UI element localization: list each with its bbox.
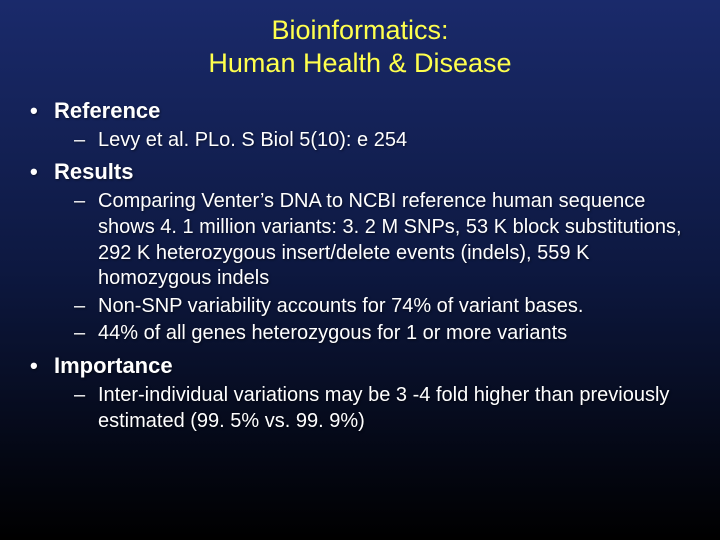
section-results: Results Comparing Venter’s DNA to NCBI r… xyxy=(22,159,698,347)
slide-title: Bioinformatics: Human Health & Disease xyxy=(22,14,698,80)
section-reference: Reference Levy et al. PLo. S Biol 5(10):… xyxy=(22,98,698,154)
section-heading-importance: Importance xyxy=(22,353,698,379)
list-item: Comparing Venter’s DNA to NCBI reference… xyxy=(80,189,698,291)
section-heading-reference: Reference xyxy=(22,98,698,124)
section-heading-results: Results xyxy=(22,159,698,185)
title-line-2: Human Health & Disease xyxy=(208,48,511,78)
list-item: Levy et al. PLo. S Biol 5(10): e 254 xyxy=(80,128,698,154)
section-items-results: Comparing Venter’s DNA to NCBI reference… xyxy=(22,189,698,347)
section-importance: Importance Inter-individual variations m… xyxy=(22,353,698,434)
section-items-reference: Levy et al. PLo. S Biol 5(10): e 254 xyxy=(22,128,698,154)
section-items-importance: Inter-individual variations may be 3 -4 … xyxy=(22,383,698,434)
title-line-1: Bioinformatics: xyxy=(271,15,448,45)
list-item: 44% of all genes heterozygous for 1 or m… xyxy=(80,321,698,347)
list-item: Inter-individual variations may be 3 -4 … xyxy=(80,383,698,434)
list-item: Non-SNP variability accounts for 74% of … xyxy=(80,294,698,320)
